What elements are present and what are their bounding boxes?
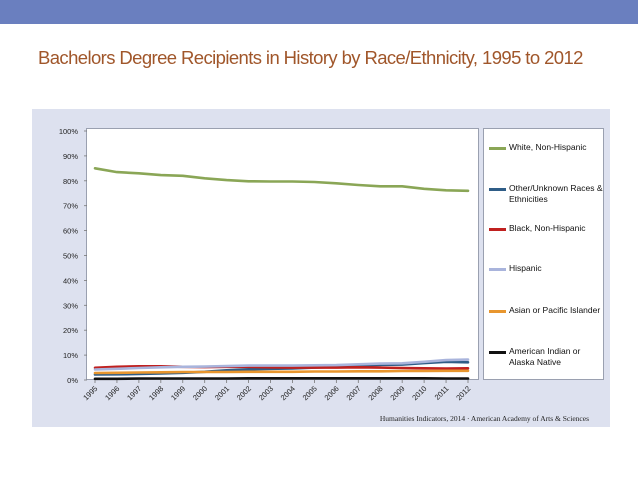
x-tick-label: 2008: [366, 384, 384, 402]
y-tick-label: 80%: [63, 177, 78, 186]
y-tick-label: 70%: [63, 202, 78, 211]
y-tick-label: 40%: [63, 276, 78, 285]
y-tick-label: 10%: [63, 351, 78, 360]
x-tick-label: 2006: [323, 384, 341, 402]
header-bar: [0, 0, 638, 24]
x-tick-label: 2007: [345, 384, 363, 402]
legend-swatch: [489, 188, 506, 191]
series-lines: [93, 167, 470, 381]
legend-label: American Indian or Alaska Native: [509, 346, 581, 367]
series-line-hispanic: [93, 358, 470, 371]
y-tick-label: 20%: [63, 326, 78, 335]
y-tick-label: 30%: [63, 301, 78, 310]
series-line-american-indian-or-alaska-native: [93, 376, 470, 381]
series-line-white-non-hispanic: [93, 167, 470, 193]
x-tick-label: 2010: [410, 384, 428, 402]
slide-title: Bachelors Degree Recipients in History b…: [38, 47, 583, 68]
legend-swatch: [489, 228, 506, 231]
y-tick-label: 100%: [59, 127, 79, 136]
x-tick-label: 2001: [213, 384, 231, 402]
x-tick-label: 2004: [279, 384, 297, 402]
legend-label: White, Non-Hispanic: [509, 142, 587, 152]
y-tick-label: 50%: [63, 252, 78, 261]
legend-label: Black, Non-Hispanic: [509, 223, 586, 233]
x-tick-label: 2005: [301, 384, 319, 402]
x-tick-label: 1999: [169, 384, 187, 402]
source-note: Humanities Indicators, 2014 · American A…: [379, 414, 589, 423]
x-tick-label: 2011: [433, 384, 451, 402]
y-axis: 0% 10% 20% 30% 40% 50% 60% 70% 80% 90% 100%: [59, 127, 87, 385]
legend-label: Asian or Pacific Islander: [509, 305, 601, 315]
legend-label: Other/Unknown Races & Ethnicities: [509, 183, 603, 204]
x-tick-label: 2003: [257, 384, 275, 402]
series-line-asian-or-pacific-islander: [93, 369, 470, 375]
x-tick-label: 1996: [103, 384, 121, 402]
y-tick-label: 90%: [63, 152, 78, 161]
x-tick-label: 2000: [191, 384, 209, 402]
x-tick-label: 1998: [147, 384, 165, 402]
legend-swatch: [489, 310, 506, 313]
legend-swatch: [489, 147, 506, 150]
y-tick-label: 60%: [63, 227, 78, 236]
x-tick-label: 1995: [81, 384, 99, 402]
y-tick-label: 0%: [67, 376, 78, 385]
x-axis: 1995 1996 1997 1998 1999 2000 2001 2002 2003 2004…: [81, 380, 472, 402]
legend-swatch: [489, 268, 506, 271]
x-tick-label: 2012: [454, 384, 472, 402]
x-tick-label: 1997: [125, 384, 143, 402]
x-tick-label: 2002: [235, 384, 253, 402]
legend-label: Hispanic: [509, 263, 542, 273]
chart-legend: [483, 128, 604, 380]
legend-swatch: [489, 351, 506, 354]
x-tick-label: 2009: [388, 384, 406, 402]
plot-area: [86, 128, 479, 380]
